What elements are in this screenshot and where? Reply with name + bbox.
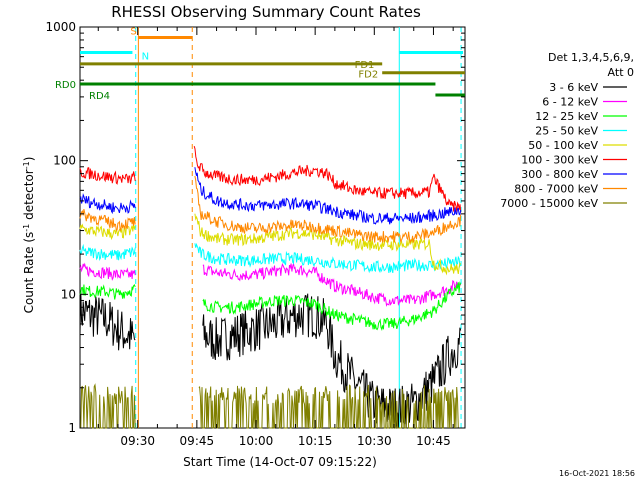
status-label-s: S [130,26,136,37]
y-axis-title-sup1: -1 [22,224,31,232]
x-tick-label-0: 09:30 [120,434,155,448]
y-axis-title-sup2: -1 [22,161,31,169]
series-line-6-1 [194,167,462,225]
x-tick-label-4: 10:30 [357,434,392,448]
x-tick-label-2: 10:00 [239,434,274,448]
status-label-n: N [142,52,149,63]
legend-label-4: 50 - 100 keV [528,139,598,152]
series-line-3-0 [79,243,136,261]
series-line-5-0 [79,167,136,185]
legend-label-6: 300 - 800 keV [521,168,598,181]
series-line-4-0 [79,223,136,241]
axis-ticks: 1 10 100 1000 09:30 09:45 10:00 10:15 10:30 10:45 [45,20,465,448]
status-label-fd1: FD1 [355,60,375,71]
legend: Det 1,3,4,5,6,9, Att 0 3 - 6 keV 6 - 12 k… [500,51,634,210]
series-line-8-0 [80,383,136,429]
y-tick-label-0: 1 [68,421,76,435]
series-line-6-0 [79,192,136,215]
status-label-rd4: RD4 [89,91,110,102]
vertical-markers [135,27,462,428]
series-line-4-1 [194,213,462,276]
series-line-3-1 [194,242,462,274]
status-label-rd0: RD0 [55,80,76,91]
y-axis-title-part1: Count Rate (s [22,232,36,314]
series-line-8-1 [198,384,461,429]
y-tick-label-2: 100 [53,154,76,168]
series-lines [79,145,462,429]
series-line-7-0 [79,208,136,233]
x-tick-label-5: 10:45 [416,434,451,448]
series-line-0-0 [79,291,136,351]
legend-label-0: 3 - 6 keV [549,81,598,94]
series-line-2-1 [202,281,462,331]
series-line-0-1 [202,293,462,429]
y-axis-title-part2: detector [22,169,36,224]
legend-label-3: 25 - 50 keV [535,125,598,138]
x-axis-title: Start Time (14-Oct-07 09:15:22) [183,455,377,469]
legend-label-7: 800 - 7000 keV [514,183,598,196]
series-line-1-1 [202,263,462,307]
y-axis-title-part3: ) [22,157,36,162]
y-tick-label-3: 1000 [45,20,76,34]
y-axis-title: Count Rate (s-1 detector-1) [22,157,37,314]
chart-title: RHESSI Observing Summary Count Rates [111,3,421,21]
footer-date: 16-Oct-2021 18:56 [559,469,635,478]
series-line-2-0 [79,283,136,300]
legend-label-1: 6 - 12 keV [542,96,598,109]
legend-label-8: 7000 - 15000 keV [500,197,598,210]
legend-label-5: 100 - 300 keV [521,154,598,167]
series-line-1-0 [79,262,136,281]
y-tick-label-1: 10 [61,287,76,301]
series-line-7-1 [194,175,462,245]
status-label-fd2: FD2 [358,70,378,81]
x-tick-label-3: 10:15 [298,434,333,448]
x-tick-label-1: 09:45 [180,434,215,448]
legend-header-line2: Att 0 [608,66,634,79]
legend-header-line1: Det 1,3,4,5,6,9, [548,51,634,64]
legend-label-2: 12 - 25 keV [535,110,598,123]
series-line-5-1 [193,145,462,214]
